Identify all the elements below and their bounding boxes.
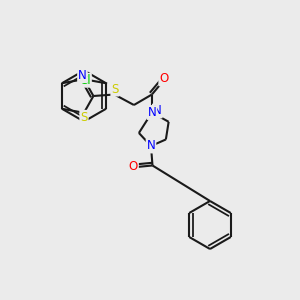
Text: S: S (111, 82, 119, 96)
Text: N: N (147, 140, 155, 152)
Text: N: N (153, 104, 162, 118)
Text: S: S (80, 111, 88, 124)
Text: N: N (148, 106, 156, 119)
Text: O: O (159, 72, 169, 86)
Text: N: N (78, 69, 87, 82)
Text: O: O (129, 160, 138, 173)
Text: Cl: Cl (79, 74, 91, 87)
